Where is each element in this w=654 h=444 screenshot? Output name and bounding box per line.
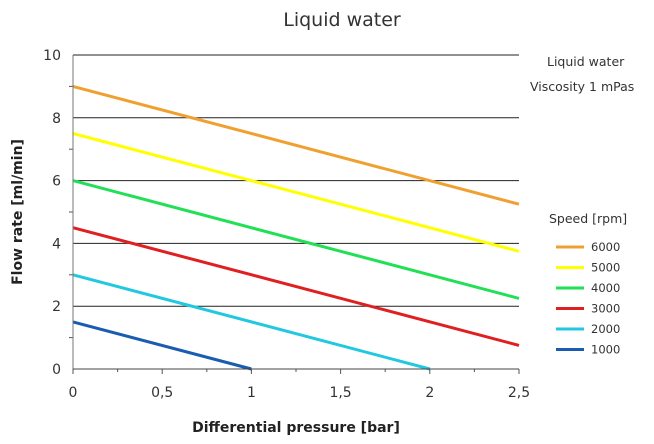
- y-axis-label: Flow rate [ml/min]: [10, 139, 26, 285]
- y-tick-label: 6: [52, 174, 61, 190]
- series-line-4000: [72, 179, 520, 300]
- series-line-2000: [72, 273, 431, 371]
- legend-label-1000: 1000: [591, 343, 620, 357]
- legend-label-6000: 6000: [591, 240, 620, 254]
- axes: [69, 55, 520, 374]
- y-tick-label: 10: [43, 48, 61, 64]
- legend-label-2000: 2000: [591, 322, 620, 336]
- legend: Speed [rpm] 6000 5000 4000 3000 2000 1000: [549, 211, 627, 357]
- x-tick-label: 2,5: [508, 385, 530, 401]
- x-tick-label: 2: [425, 385, 434, 401]
- x-tick-label: 0: [69, 385, 78, 401]
- x-tick-label: 0,5: [151, 385, 173, 401]
- grid: [73, 54, 519, 307]
- annotation-medium: Liquid water: [547, 54, 625, 69]
- chart-title: Liquid water: [283, 9, 401, 31]
- legend-label-4000: 4000: [591, 281, 620, 295]
- plot-area: [72, 84, 520, 371]
- legend-title: Speed [rpm]: [549, 211, 627, 226]
- x-tick-label: 1: [247, 385, 256, 401]
- tick-labels: 0 2 4 6 8 10 0 0,5 1 1,5 2 2,5: [43, 48, 530, 401]
- y-tick-label: 0: [52, 362, 61, 378]
- series-line-1000: [72, 320, 252, 371]
- y-tick-label: 2: [52, 299, 61, 315]
- y-tick-label: 8: [52, 111, 61, 127]
- series-line-6000: [72, 84, 520, 206]
- x-axis-label: Differential pressure [bar]: [192, 420, 400, 436]
- x-tick-label: 1,5: [329, 385, 351, 401]
- series-line-5000: [72, 132, 520, 253]
- y-tick-label: 4: [52, 236, 61, 252]
- legend-label-5000: 5000: [591, 261, 620, 275]
- series-line-3000: [72, 226, 520, 347]
- annotation-viscosity: Viscosity 1 mPas: [530, 79, 634, 94]
- legend-label-3000: 3000: [591, 302, 620, 316]
